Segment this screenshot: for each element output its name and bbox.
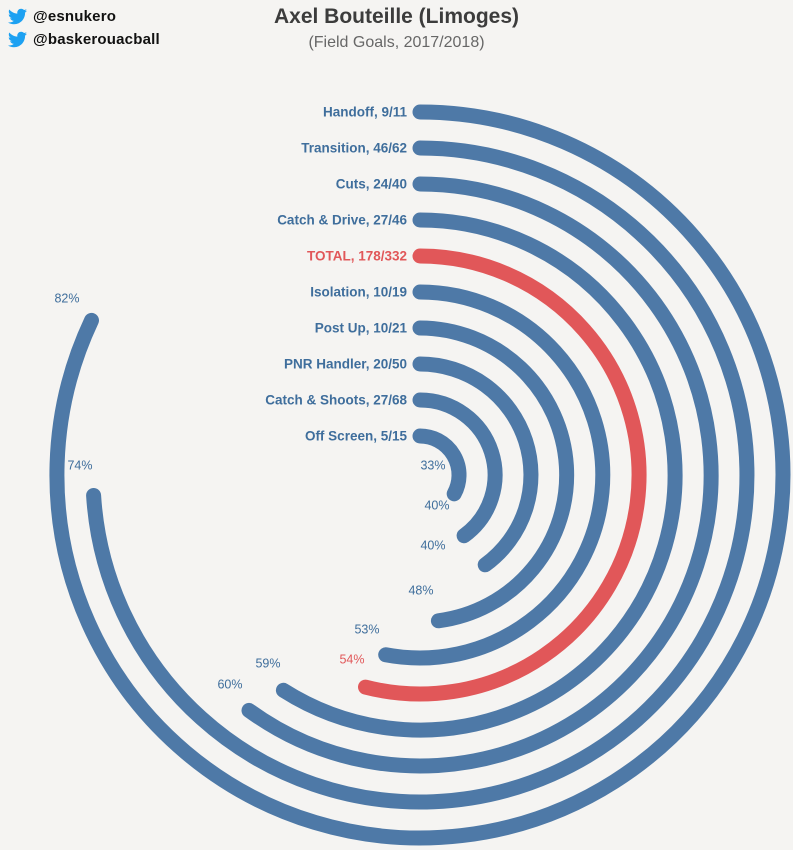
pct-label-cuts: 60% — [217, 677, 242, 691]
twitter-icon — [8, 8, 27, 24]
category-label-isolation: Isolation, 10/19 — [310, 285, 407, 300]
arc-off-screen[interactable] — [412, 428, 467, 502]
page-header: Axel Bouteille (Limoges) (Field Goals, 2… — [0, 5, 793, 52]
category-label-post-up: Post Up, 10/21 — [315, 321, 408, 336]
pct-label-off-screen: 33% — [420, 458, 445, 472]
arc-catch-drive[interactable] — [275, 212, 683, 738]
category-label-transition: Transition, 46/62 — [301, 141, 407, 156]
category-label-catch-drive: Catch & Drive, 27/46 — [277, 213, 407, 228]
twitter-handle-label: @esnukero — [33, 7, 117, 25]
twitter-handle: @esnukero — [8, 6, 160, 26]
pct-label-post-up: 48% — [408, 583, 433, 597]
arc-total[interactable] — [358, 248, 647, 702]
twitter-icon — [8, 31, 27, 47]
category-label-cuts: Cuts, 24/40 — [336, 177, 407, 192]
pct-label-isolation: 53% — [354, 622, 379, 636]
twitter-handle-label: @baskerouacball — [33, 30, 160, 48]
category-label-total: TOTAL, 178/332 — [307, 249, 407, 264]
category-label-pnr-handler: PNR Handler, 20/50 — [284, 357, 407, 372]
category-label-handoff: Handoff, 9/11 — [323, 105, 408, 120]
page-subtitle: (Field Goals, 2017/2018) — [308, 34, 485, 51]
category-label-off-screen: Off Screen, 5/15 — [305, 429, 408, 444]
arc-catch-shoots[interactable] — [412, 392, 503, 544]
page-title: Axel Bouteille (Limoges) — [273, 5, 520, 28]
arc-cuts[interactable] — [241, 176, 719, 774]
twitter-block: @esnukero @baskerouacball — [8, 6, 160, 52]
pct-label-catch-shoots: 40% — [424, 498, 449, 512]
category-label-catch-shoots: Catch & Shoots, 27/68 — [265, 393, 407, 408]
arc-pnr-handler[interactable] — [412, 356, 539, 573]
arc-isolation[interactable] — [378, 284, 611, 666]
arc-handoff[interactable] — [49, 104, 791, 846]
pct-label-total: 54% — [339, 652, 364, 666]
pct-label-pnr-handler: 40% — [420, 538, 445, 552]
pct-label-catch-drive: 59% — [255, 656, 280, 670]
arc-transition[interactable] — [86, 140, 755, 810]
pct-label-handoff: 82% — [54, 291, 79, 305]
pct-label-transition: 74% — [67, 458, 92, 472]
twitter-handle: @baskerouacball — [8, 29, 160, 49]
arc-post-up[interactable] — [412, 320, 575, 629]
